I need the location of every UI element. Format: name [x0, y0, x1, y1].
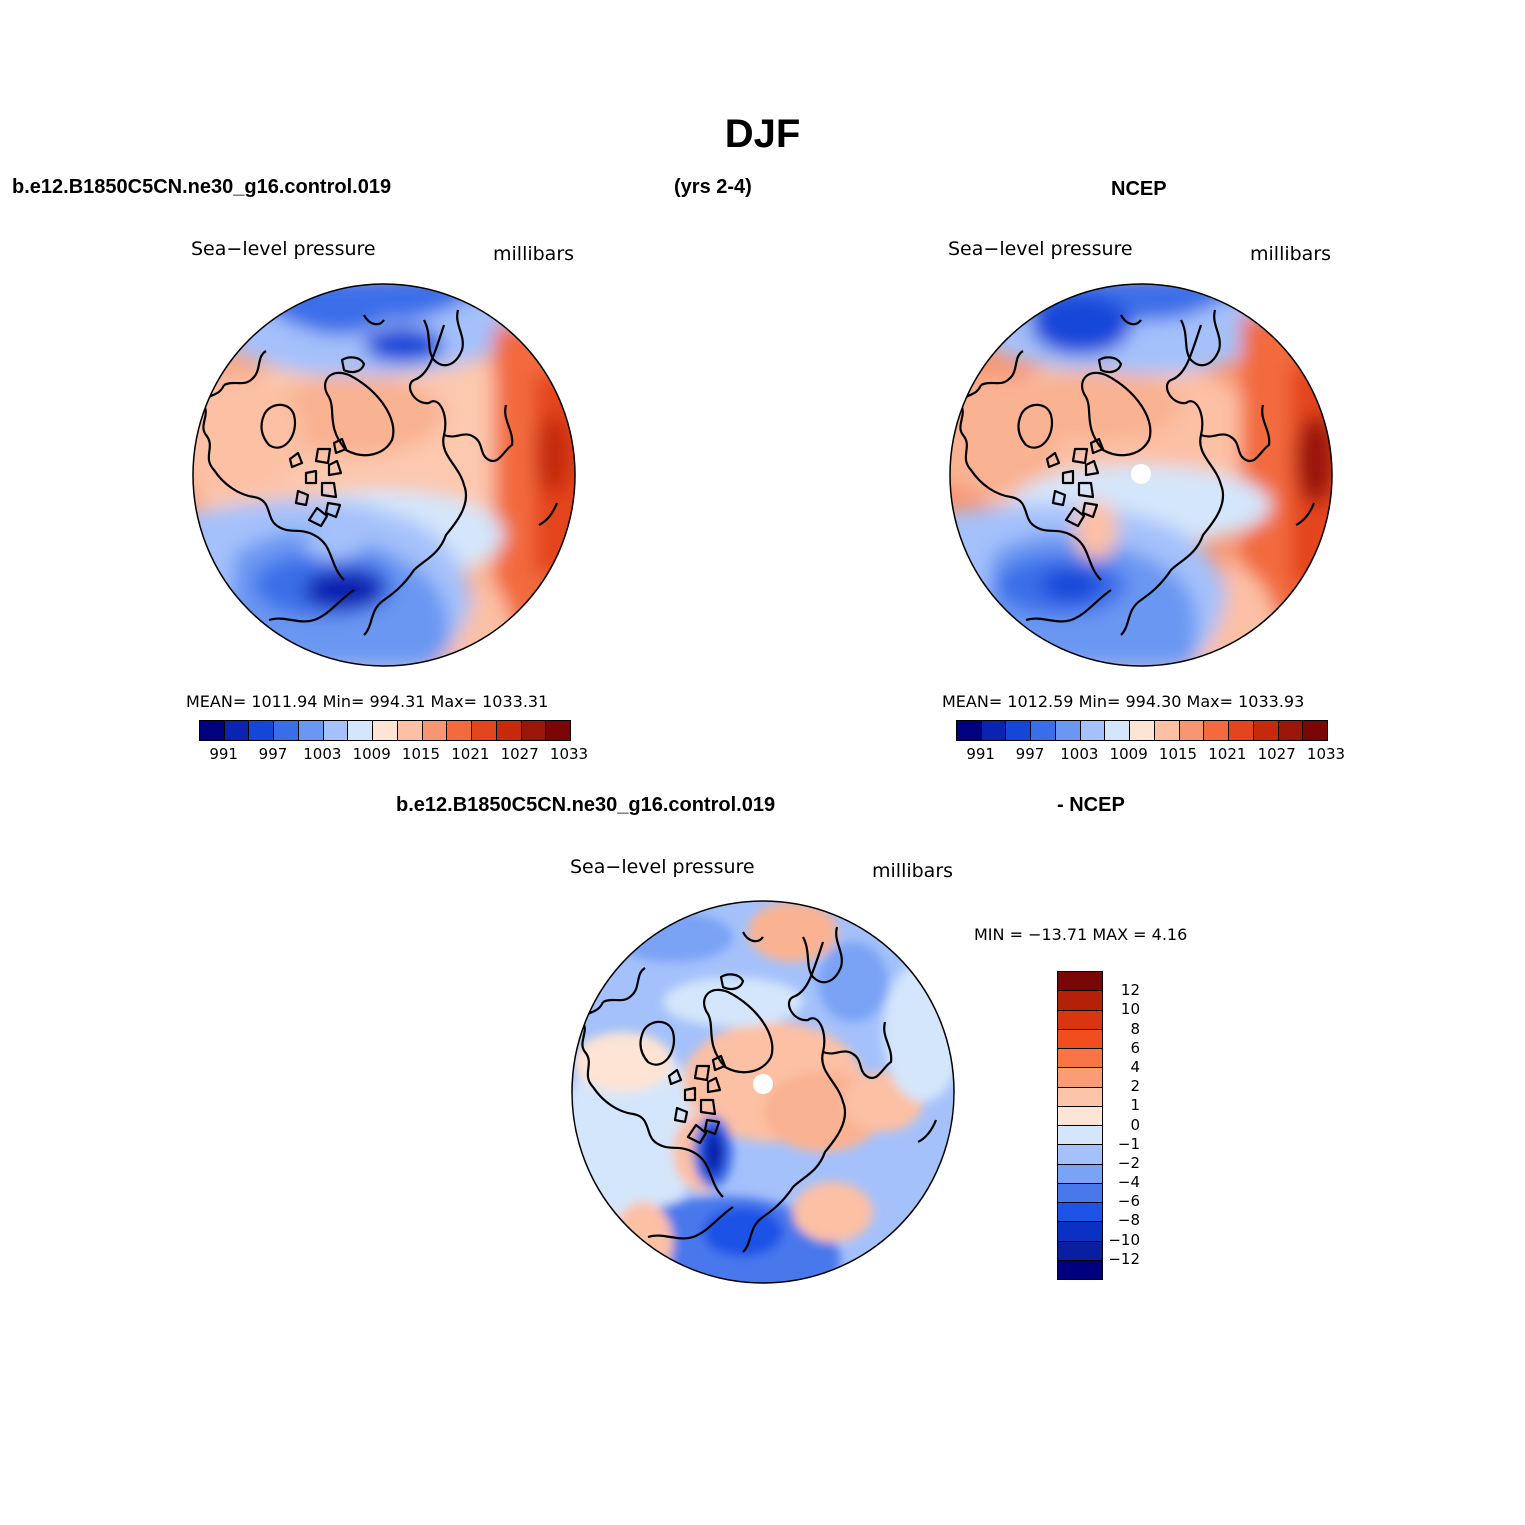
diff-slp-map [571, 900, 955, 1284]
obs-slp-map [949, 283, 1333, 667]
colorbar-tick-label: 4 [1130, 1057, 1140, 1076]
colorbar-tick-label: 6 [1130, 1038, 1140, 1057]
colorbar-tick-label: 991 [966, 745, 995, 763]
diff-colorbar [1057, 971, 1103, 1280]
colorbar-swatch [1058, 1145, 1102, 1165]
colorbar-swatch [1031, 721, 1056, 740]
colorbar-swatch [1058, 1164, 1102, 1184]
colorbar-swatch [1058, 1010, 1102, 1030]
colorbar-swatch [496, 721, 522, 740]
colorbar-swatch [298, 721, 324, 740]
colorbar-tick-label: 1009 [352, 745, 391, 763]
colorbar-tick-label: 0 [1130, 1115, 1140, 1134]
colorbar-tick-label: −4 [1117, 1173, 1140, 1192]
colorbar-tick-label: 1033 [549, 745, 589, 763]
colorbar-tick-label: 8 [1130, 1019, 1140, 1038]
colorbar-swatch [373, 721, 398, 740]
colorbar-swatch [1055, 721, 1081, 740]
colorbar-swatch [1204, 721, 1230, 740]
colorbar-tick-label: 1027 [500, 745, 539, 763]
colorbar-swatch [1058, 1260, 1102, 1279]
colorbar-swatch [1058, 1087, 1102, 1107]
obs-name-header: NCEP [1111, 178, 1167, 200]
colorbar-swatch [1058, 991, 1102, 1011]
obs-colorbar [956, 720, 1328, 741]
diff-stats: MIN = −13.71 MAX = 4.16 [974, 925, 1188, 944]
colorbar-swatch [1253, 721, 1279, 740]
diff-units-label: millibars [872, 860, 954, 882]
colorbar-tick-label: −1 [1117, 1134, 1140, 1153]
colorbar-swatch [1058, 1029, 1102, 1049]
colorbar-tick-label: 997 [258, 745, 288, 763]
diff-case-header: b.e12.B1850C5CN.ne30_g16.control.019 [396, 794, 776, 816]
years-header: (yrs 2-4) [674, 176, 752, 198]
colorbar-swatch [1105, 721, 1131, 740]
colorbar-tick-label: 2 [1130, 1077, 1140, 1096]
colorbar-swatch [348, 721, 374, 740]
obs-stats: MEAN= 1012.59 Min= 994.30 Max= 1033.93 [942, 692, 1305, 711]
colorbar-swatch [546, 721, 571, 740]
diff-variable-label: Sea−level pressure [570, 856, 755, 878]
colorbar-swatch [422, 721, 448, 740]
colorbar-tick-label: 997 [1015, 745, 1045, 763]
colorbar-swatch [323, 721, 349, 740]
colorbar-swatch [200, 721, 225, 740]
colorbar-swatch [397, 721, 423, 740]
colorbar-tick-label: 1015 [1158, 745, 1198, 763]
colorbar-swatch [1058, 1126, 1102, 1146]
colorbar-swatch [1058, 972, 1102, 992]
colorbar-tick-label: −8 [1117, 1211, 1140, 1230]
colorbar-swatch [274, 721, 299, 740]
colorbar-swatch [472, 721, 497, 740]
colorbar-tick-label: 1021 [1208, 745, 1247, 763]
obs-variable-label: Sea−level pressure [948, 238, 1133, 260]
model-units-label: millibars [493, 243, 575, 265]
colorbar-tick-label: −10 [1108, 1230, 1140, 1249]
colorbar-swatch [521, 721, 547, 740]
colorbar-swatch [1154, 721, 1180, 740]
colorbar-swatch [1058, 1068, 1102, 1088]
colorbar-tick-label: −2 [1117, 1153, 1140, 1172]
case-name-header: b.e12.B1850C5CN.ne30_g16.control.019 [12, 176, 392, 198]
colorbar-swatch [1130, 721, 1155, 740]
colorbar-tick-label: 1033 [1306, 745, 1346, 763]
colorbar-tick-label: 991 [209, 745, 238, 763]
colorbar-tick-label: −12 [1108, 1249, 1140, 1268]
model-colorbar [199, 720, 571, 741]
colorbar-swatch [1080, 721, 1106, 740]
colorbar-swatch [1179, 721, 1205, 740]
colorbar-tick-label: 12 [1120, 981, 1140, 1000]
colorbar-swatch [1058, 1183, 1102, 1203]
colorbar-swatch [249, 721, 275, 740]
obs-units-label: millibars [1250, 243, 1332, 265]
colorbar-swatch [1229, 721, 1254, 740]
colorbar-swatch [1303, 721, 1328, 740]
colorbar-tick-label: −6 [1117, 1192, 1140, 1211]
page-title: DJF [724, 112, 801, 156]
model-stats: MEAN= 1011.94 Min= 994.31 Max= 1033.31 [186, 692, 549, 711]
colorbar-tick-label: 1003 [303, 745, 342, 763]
colorbar-tick-label: 1021 [451, 745, 490, 763]
colorbar-tick-label: 1003 [1060, 745, 1099, 763]
model-slp-map [192, 283, 576, 667]
colorbar-tick-label: 10 [1120, 1000, 1140, 1019]
diff-obs-header: - NCEP [1057, 794, 1125, 816]
colorbar-swatch [1278, 721, 1304, 740]
colorbar-swatch [1058, 1222, 1102, 1242]
colorbar-swatch [447, 721, 473, 740]
colorbar-swatch [224, 721, 250, 740]
colorbar-swatch [1058, 1241, 1102, 1261]
colorbar-swatch [1058, 1106, 1102, 1126]
colorbar-swatch [1058, 1203, 1102, 1223]
colorbar-tick-label: 1027 [1257, 745, 1296, 763]
colorbar-swatch [1006, 721, 1032, 740]
model-variable-label: Sea−level pressure [191, 238, 376, 260]
colorbar-swatch [981, 721, 1007, 740]
colorbar-tick-label: 1009 [1109, 745, 1148, 763]
colorbar-swatch [1058, 1049, 1102, 1069]
colorbar-tick-label: 1015 [401, 745, 441, 763]
colorbar-tick-label: 1 [1130, 1096, 1140, 1115]
colorbar-swatch [957, 721, 982, 740]
